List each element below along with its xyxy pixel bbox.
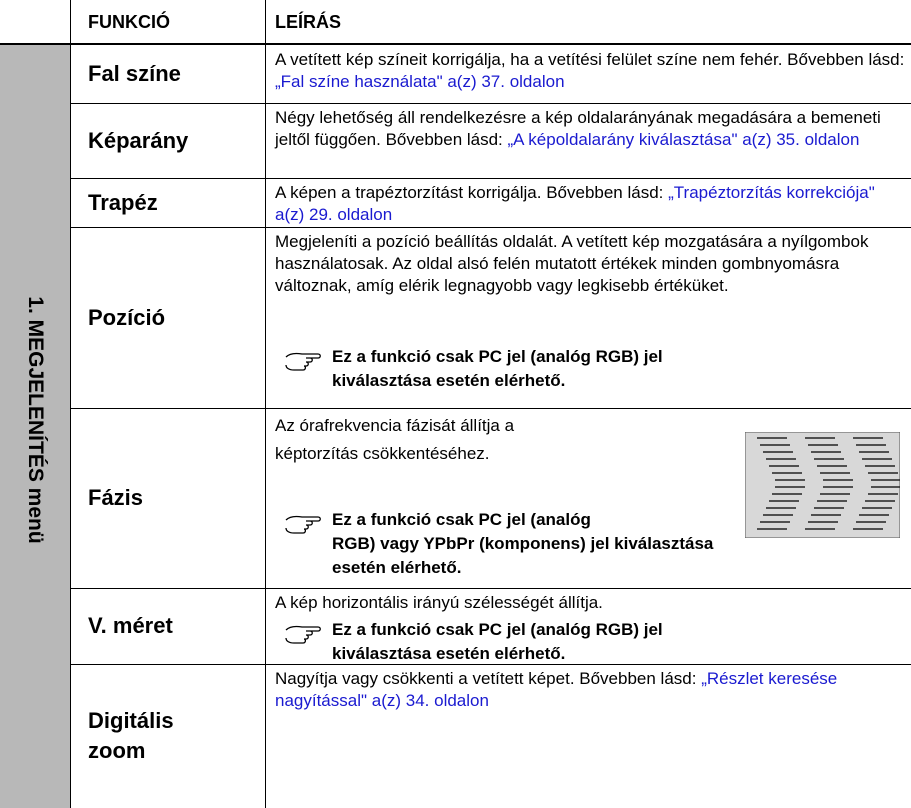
- cross-reference-link[interactable]: „A képoldalarány kiválasztása" a(z) 35. …: [507, 130, 860, 149]
- description: Megjeleníti a pozíció beállítás oldalát.…: [275, 231, 905, 297]
- function-name: Trapéz: [88, 189, 158, 215]
- row-line: [70, 178, 911, 179]
- note-line: Ez a funkció csak PC jel (analóg: [332, 510, 591, 529]
- note-line: RGB) vagy YPbPr (komponens) jel kiválasz…: [332, 534, 714, 553]
- function-name: Pozíció: [88, 304, 166, 330]
- header-rule: [0, 43, 911, 45]
- description: A képen a trapéztorzítást korrigálja. Bő…: [275, 182, 905, 226]
- description-text: Négy lehetőség áll rendelkezésre a kép o…: [275, 108, 881, 149]
- description-text: Nagyítja vagy csökkenti a vetített képet…: [275, 669, 702, 688]
- row-line: [70, 408, 911, 409]
- cross-reference-link[interactable]: „Fal színe használata" a(z) 37. oldalon: [275, 72, 565, 91]
- description: Nagyítja vagy csökkenti a vetített képet…: [275, 668, 905, 712]
- note-line: Ez a funkció csak PC jel (analóg RGB) je…: [332, 620, 663, 639]
- description-text: Az órafrekvencia fázisát állítja a képto…: [275, 416, 515, 463]
- description-text: Megjeleníti a pozíció beállítás oldalát.…: [275, 232, 869, 295]
- function-name: Digitális zoom: [88, 708, 174, 763]
- row-line: [70, 103, 911, 104]
- note-line: kiválasztása esetén elérhető.: [332, 371, 566, 390]
- description: Az órafrekvencia fázisát állítja a képto…: [275, 412, 560, 468]
- description: Négy lehetőség áll rendelkezésre a kép o…: [275, 107, 905, 151]
- col-line: [70, 0, 71, 808]
- header-description: LEÍRÁS: [275, 12, 342, 32]
- note-line: Ez a funkció csak PC jel (analóg RGB) je…: [332, 347, 663, 366]
- note-icon: [285, 352, 321, 371]
- col-line: [265, 0, 266, 808]
- description-text: A vetített kép színeit korrigálja, ha a …: [275, 50, 905, 69]
- section-label: 1. MEGJELENÍTÉS menü: [24, 296, 47, 544]
- row-line: [70, 227, 911, 228]
- description-text: A kép horizontális irányú szélességét ál…: [275, 593, 603, 612]
- function-name: Fázis: [88, 485, 144, 510]
- note-icon: [285, 515, 321, 534]
- function-name: Fal színe: [88, 61, 181, 86]
- note-icon: [285, 625, 321, 644]
- row-line: [70, 664, 911, 665]
- section-band: [0, 45, 70, 808]
- cross-reference-link[interactable]: „Részlet keresése nagyítással" a(z) 34. …: [275, 669, 838, 710]
- description-text: A képen a trapéztorzítást korrigálja. Bő…: [275, 183, 669, 202]
- function-name: Képarány: [88, 127, 189, 153]
- phase-illustration: [745, 432, 900, 538]
- cross-reference-link[interactable]: „Trapéztorzítás korrekciója" a(z) 29. ol…: [275, 183, 875, 224]
- header-function: FUNKCIÓ: [88, 12, 170, 32]
- note-line: kiválasztása esetén elérhető.: [332, 644, 566, 663]
- function-name: V. méret: [88, 613, 173, 638]
- description: A kép horizontális irányú szélességét ál…: [275, 592, 905, 614]
- description: A vetített kép színeit korrigálja, ha a …: [275, 49, 905, 93]
- note-line: esetén elérhető.: [332, 558, 462, 577]
- row-line: [70, 588, 911, 589]
